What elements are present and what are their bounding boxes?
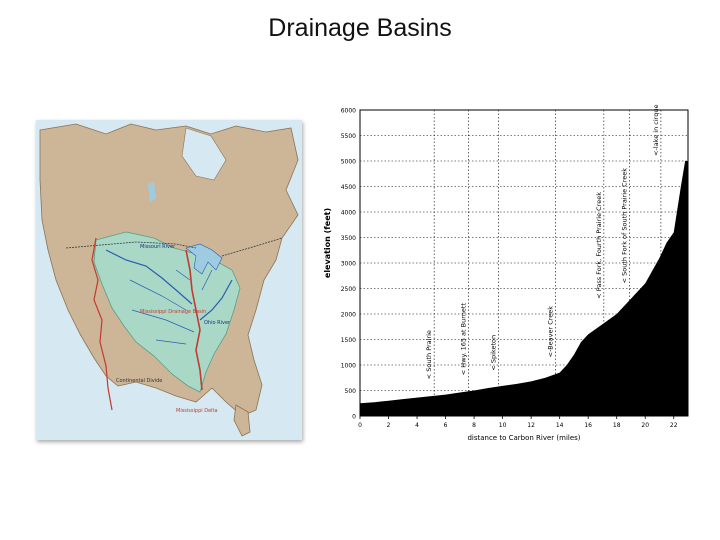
x-tick-label: 12	[527, 422, 535, 429]
drainage-basin-map: Missouri River Mississippi Drainage Basi…	[36, 120, 302, 440]
map-label-missouri-river: Missouri River	[140, 244, 176, 250]
map-mississippi-basin	[93, 231, 241, 393]
annotation-label: < South Fork of South Prairie Creek	[621, 168, 629, 284]
x-tick-label: 8	[472, 422, 476, 429]
annotation-label: < Spiketon	[489, 335, 497, 371]
map-missouri-river	[105, 249, 193, 305]
x-tick-label: 14	[556, 422, 564, 429]
x-tick-label: 4	[415, 422, 419, 429]
y-tick-label: 5500	[341, 133, 356, 140]
y-tick-label: 4500	[341, 184, 356, 191]
map-continental-divide	[91, 237, 113, 411]
slide-title: Drainage Basins	[268, 14, 452, 42]
x-tick-label: 0	[358, 422, 362, 429]
map-label-ohio-river: Ohio River	[204, 320, 231, 326]
map-label-continental-divide: Continental Divide	[116, 378, 162, 384]
profile-canvas: < South Prairie < Hwy. 165 at Burnett < Sp…	[323, 105, 689, 442]
map-ohio-river	[199, 279, 233, 321]
chart-ticks: 0 500 1000 1500 2000 2500 3000 3500 4000 4500 5000…	[341, 108, 678, 430]
annotation-label: < South Prairie	[425, 330, 433, 379]
y-tick-label: 3500	[341, 235, 356, 242]
map-mississippi-river	[185, 249, 203, 391]
map-label-mississippi-delta: Mississippi Delta	[176, 408, 218, 414]
y-tick-label: 2500	[341, 286, 356, 293]
annotation-label: < Pass Fork, Fourth Prairie Creek	[595, 192, 603, 299]
elevation-profile-chart: < South Prairie < Hwy. 165 at Burnett < Sp…	[318, 104, 698, 446]
x-tick-label: 10	[499, 422, 507, 429]
elevation-profile-area	[360, 161, 688, 416]
map-canvas: Missouri River Mississippi Drainage Basi…	[36, 120, 302, 440]
plot-frame	[359, 109, 689, 417]
y-tick-label: 500	[345, 388, 357, 395]
x-axis-label: distance to Carbon River (miles)	[467, 434, 580, 442]
y-axis-label: elevation (feet)	[323, 208, 332, 278]
map-great-lakes	[185, 243, 223, 275]
y-tick-label: 5000	[341, 159, 356, 166]
x-tick-label: 6	[444, 422, 448, 429]
x-tick-label: 22	[670, 422, 678, 429]
y-tick-label: 1000	[341, 363, 356, 370]
map-lake-winnipeg	[148, 182, 156, 202]
map-tributaries	[129, 269, 213, 345]
x-tick-label: 20	[641, 422, 649, 429]
x-tick-label: 18	[613, 422, 621, 429]
x-tick-label: 2	[387, 422, 391, 429]
map-us-canada-border	[65, 237, 283, 257]
annotation-label: <-Beaver Creek	[546, 306, 554, 358]
map-florida	[233, 404, 251, 437]
annotation-label: <-lake in cirque	[652, 105, 660, 156]
annotation-label: < Hwy. 165 at Burnett	[459, 303, 467, 376]
y-tick-label: 3000	[341, 261, 356, 268]
y-tick-label: 2000	[341, 312, 356, 319]
y-tick-label: 4000	[341, 210, 356, 217]
y-tick-label: 0	[352, 414, 356, 421]
map-label-mississippi-basin: Mississippi Drainage Basin	[140, 309, 206, 315]
y-tick-label: 6000	[341, 108, 356, 115]
map-hudson-bay	[181, 127, 227, 181]
y-tick-label: 1500	[341, 337, 356, 344]
x-tick-label: 16	[584, 422, 592, 429]
chart-annotations: < South Prairie < Hwy. 165 at Burnett < Sp…	[425, 105, 662, 416]
